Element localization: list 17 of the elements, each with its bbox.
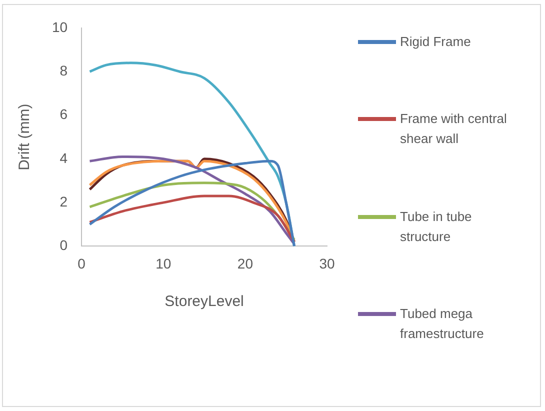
y-tick-label: 0 (60, 237, 68, 254)
legend-label: Tube in tube structure (400, 208, 473, 246)
legend-label: Frame with central shear wall (400, 110, 508, 148)
x-tick-label: 30 (319, 255, 335, 272)
legend-label: Rigid Frame (400, 33, 472, 51)
y-tick-label: 10 (52, 18, 68, 35)
x-tick-label: 0 (78, 255, 86, 272)
y-tick-label: 4 (60, 150, 68, 166)
y-axis-title: Drift (mm) (16, 104, 34, 170)
y-tick-label: 2 (60, 193, 68, 210)
y-tick-label: 8 (60, 62, 68, 78)
x-tick-label: 20 (237, 255, 254, 272)
x-axis-title: StoreyLevel (164, 293, 244, 310)
line-series (88, 194, 296, 244)
y-tick-label: 6 (60, 106, 68, 122)
legend-label: Tubed mega framestructure (400, 304, 485, 343)
x-tick-label: 10 (156, 255, 172, 272)
